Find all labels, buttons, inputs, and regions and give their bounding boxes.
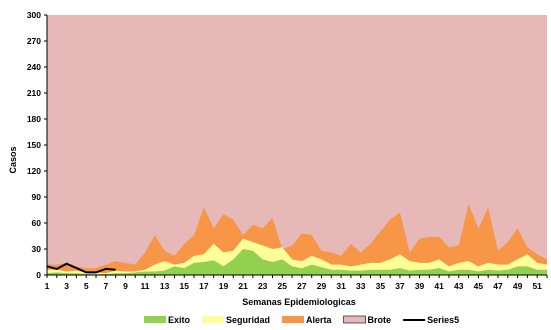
x-axis-title: Semanas Epidemiologicas (242, 297, 356, 307)
legend-item-brote: Brote (343, 315, 392, 325)
legend-label: Alerta (306, 315, 333, 325)
x-tick-label: 17 (199, 281, 209, 291)
line-series5 (46, 262, 116, 274)
x-tick-label: 41 (434, 281, 444, 291)
legend-item-exito: Exito (144, 315, 191, 325)
legend-swatch (144, 316, 166, 323)
x-tick-label: 9 (123, 281, 128, 291)
x-tick-label: 21 (238, 281, 248, 291)
x-tick-label: 15 (180, 281, 190, 291)
y-tick-label: 300 (27, 10, 41, 20)
area-alerta (47, 203, 547, 275)
legend-label: Exito (168, 315, 191, 325)
area-series-group (47, 15, 547, 275)
axes-group (44, 14, 548, 278)
x-tick-label: 27 (297, 281, 307, 291)
x-tick-label: 51 (532, 281, 542, 291)
y-tick-label: 150 (27, 140, 41, 150)
legend-item-series5: Series5 (403, 315, 459, 325)
x-tick-label: 39 (415, 281, 425, 291)
y-tick-label: 90 (32, 192, 42, 202)
x-tick-labels: 1 3 5 7 9 11 13 15 17 19 21 23 25 27 29 31 33 35 37 39 41 43 4… (45, 281, 543, 291)
y-tick-label: 30 (32, 244, 42, 254)
y-tick-label: 60 (32, 218, 42, 228)
legend-label: Seguridad (226, 315, 270, 325)
y-tick-label: 240 (27, 62, 41, 72)
x-tick-label: 35 (376, 281, 386, 291)
legend-item-alerta: Alerta (282, 315, 333, 325)
x-tick-label: 23 (258, 281, 268, 291)
x-tick-label: 1 (45, 281, 50, 291)
x-tick-label: 49 (513, 281, 523, 291)
x-tick-label: 29 (317, 281, 327, 291)
legend-swatch (343, 315, 366, 324)
x-tick-label: 19 (219, 281, 229, 291)
legend-item-seguridad: Seguridad (202, 315, 270, 325)
x-tick-label: 33 (356, 281, 366, 291)
x-tick-label: 37 (395, 281, 405, 291)
area-seguridad (47, 238, 547, 275)
area-exito (47, 249, 547, 275)
x-tick-label: 43 (454, 281, 464, 291)
y-tick-label: 120 (27, 166, 41, 176)
x-tick-label: 11 (141, 281, 150, 291)
legend-swatch (282, 316, 305, 323)
x-tick-label: 45 (474, 281, 484, 291)
y-tick-label: 0 (36, 270, 41, 280)
legend-label: Series5 (427, 315, 459, 325)
x-tick-label: 7 (103, 281, 108, 291)
legend: Exito Seguridad Alerta Brote Series5 (144, 315, 459, 325)
y-tick-labels: 0 30 60 90 120 150 180 210 240 270 300 (27, 10, 41, 280)
x-tick-label: 31 (336, 281, 346, 291)
x-tick-label: 13 (160, 281, 170, 291)
y-tick-label: 180 (27, 114, 41, 124)
x-tick-label: 47 (493, 281, 503, 291)
y-tick-label: 210 (27, 88, 41, 98)
y-tick-label: 270 (27, 36, 41, 46)
y-axis-title: Casos (8, 146, 18, 173)
x-tick-label: 25 (278, 281, 288, 291)
legend-swatch (202, 316, 225, 323)
x-tick-label: 3 (64, 281, 69, 291)
area-brote (47, 15, 547, 275)
x-tick-label: 5 (84, 281, 89, 291)
legend-label: Brote (368, 315, 392, 325)
line-series-group (46, 262, 116, 274)
